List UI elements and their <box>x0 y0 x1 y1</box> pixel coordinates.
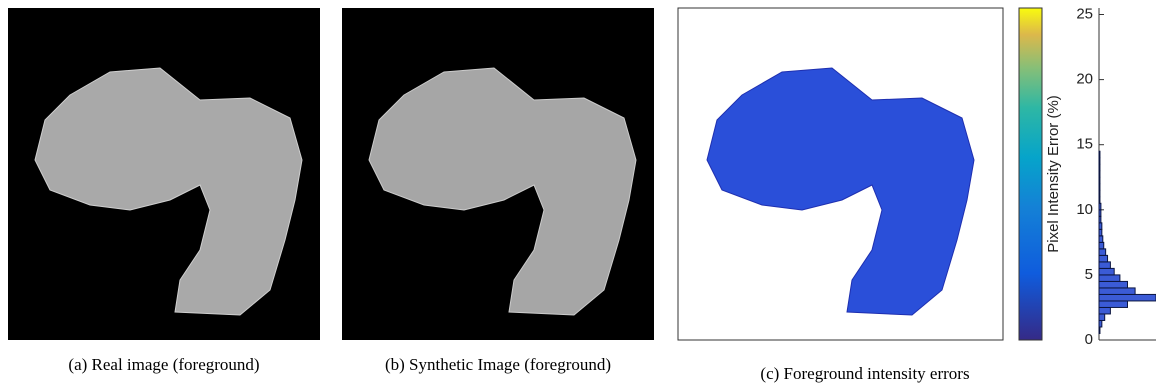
hist-bar <box>1099 158 1100 165</box>
hist-bar <box>1099 288 1135 295</box>
hist-bar <box>1099 294 1156 301</box>
caption: (c) Foreground intensity errors <box>760 364 969 383</box>
y-tick-label: 5 <box>1085 266 1093 283</box>
hist-bar <box>1099 281 1128 288</box>
figure: Pixel Intensity Error (%) (a) Real image… <box>0 0 1156 387</box>
hist-bar <box>1099 190 1100 197</box>
y-tick-label: 15 <box>1076 136 1093 153</box>
hist-bar <box>1099 314 1105 321</box>
hist-bar <box>1099 262 1110 269</box>
hist-bar <box>1099 301 1128 308</box>
hist-bar <box>1099 177 1100 184</box>
hist-bar <box>1099 229 1102 236</box>
hist-bar <box>1099 307 1110 314</box>
hist-bar <box>1099 197 1100 204</box>
hist-bar <box>1099 210 1101 217</box>
caption: (b) Synthetic Image (foreground) <box>385 355 611 374</box>
caption: (a) Real image (foreground) <box>68 355 259 374</box>
hist-bar <box>1099 320 1102 327</box>
hist-bar <box>1099 236 1103 243</box>
hist-bar <box>1099 249 1106 256</box>
colorbar <box>1019 8 1042 340</box>
hist-bar <box>1099 255 1108 262</box>
hist-bar <box>1099 216 1101 223</box>
panel-a <box>8 8 320 340</box>
colorbar-label: Pixel Intensity Error (%) <box>1045 95 1062 253</box>
y-tick-label: 0 <box>1085 331 1093 348</box>
hist-bar <box>1099 171 1100 178</box>
y-tick-label: 25 <box>1076 5 1093 22</box>
hist-bar <box>1099 327 1100 334</box>
hist-bar <box>1099 151 1100 158</box>
hist-bar <box>1099 223 1102 230</box>
hist-bar <box>1099 268 1114 275</box>
panel-c: Pixel Intensity Error (%) <box>678 8 1156 340</box>
y-tick-label: 10 <box>1076 201 1093 218</box>
hist-bar <box>1099 184 1100 191</box>
hist-bar <box>1099 242 1104 249</box>
panel-b <box>342 8 654 340</box>
hist-bar <box>1099 164 1100 171</box>
hist-bar <box>1099 275 1120 282</box>
hist-bar <box>1099 203 1101 210</box>
y-tick-label: 20 <box>1076 71 1093 88</box>
